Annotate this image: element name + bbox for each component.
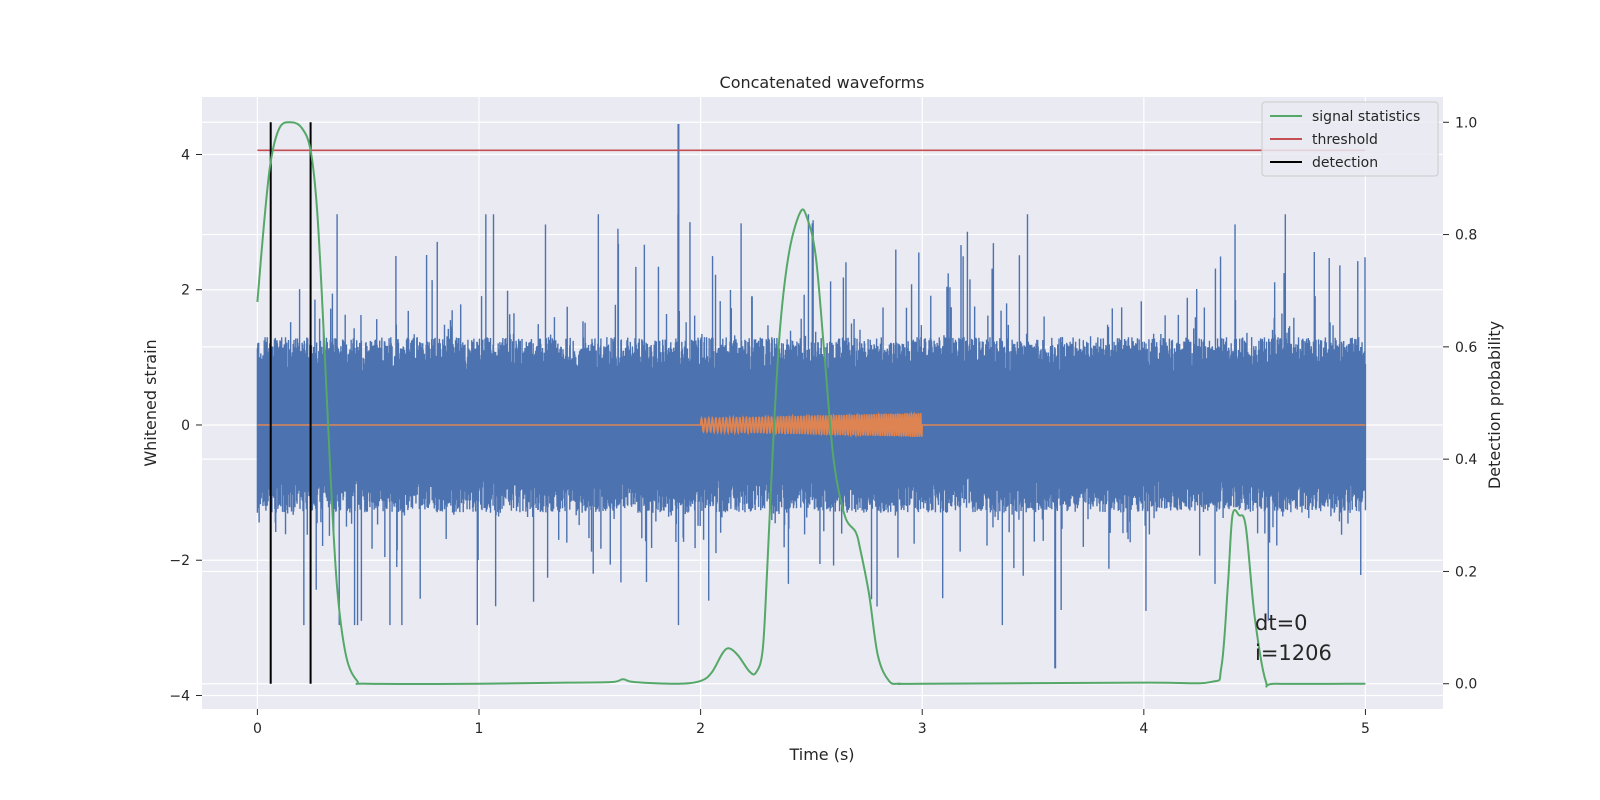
left-y-tick-label: 4 — [181, 147, 190, 163]
left-y-tick-label: 2 — [181, 283, 190, 299]
x-tick-label: 4 — [1139, 721, 1148, 737]
right-y-tick-label: 1.0 — [1455, 115, 1477, 131]
chart-title: Concatenated waveforms — [720, 73, 925, 92]
legend-box — [1261, 101, 1439, 177]
x-tick-label: 0 — [253, 721, 262, 737]
x-tick-label: 1 — [475, 721, 484, 737]
x-axis-label: Time (s) — [788, 745, 854, 764]
x-tick-label: 5 — [1361, 721, 1370, 737]
legend: signal statistics threshold detection — [1261, 101, 1439, 177]
right-y-tick-label: 0.0 — [1455, 677, 1477, 693]
annotation-dt: dt=0 — [1255, 611, 1308, 635]
y-axis-label-left: Whitened strain — [141, 339, 160, 466]
right-y-tick-label: 0.6 — [1455, 340, 1477, 356]
y-axis-label-right: Detection probability — [1485, 321, 1504, 489]
x-ticks: 0 1 2 3 4 5 — [253, 709, 1370, 737]
right-y-tick-label: 0.8 — [1455, 228, 1477, 244]
right-y-ticks: 0.0 0.2 0.4 0.6 0.8 1.0 — [1443, 115, 1477, 693]
injected-chirp — [699, 410, 924, 439]
detection-lines — [269, 122, 312, 684]
left-y-tick-label: 0 — [181, 418, 190, 434]
signal-statistics-series — [256, 121, 1366, 688]
left-y-tick-label: −2 — [169, 553, 190, 569]
left-y-tick-label: −4 — [169, 688, 190, 704]
right-y-tick-label: 0.4 — [1455, 452, 1477, 468]
x-tick-label: 2 — [696, 721, 705, 737]
legend-label-detection: detection — [1312, 155, 1378, 171]
legend-label-signal-statistics: signal statistics — [1312, 109, 1420, 125]
x-tick-label: 3 — [918, 721, 927, 737]
legend-label-threshold: threshold — [1312, 132, 1378, 148]
left-y-ticks: −4 −2 0 2 4 — [169, 147, 202, 704]
right-y-tick-label: 0.2 — [1455, 564, 1477, 580]
annotation-index: i=1206 — [1255, 641, 1332, 665]
injected-signal-series — [257, 410, 1366, 439]
signal-statistics-line — [256, 121, 1366, 688]
